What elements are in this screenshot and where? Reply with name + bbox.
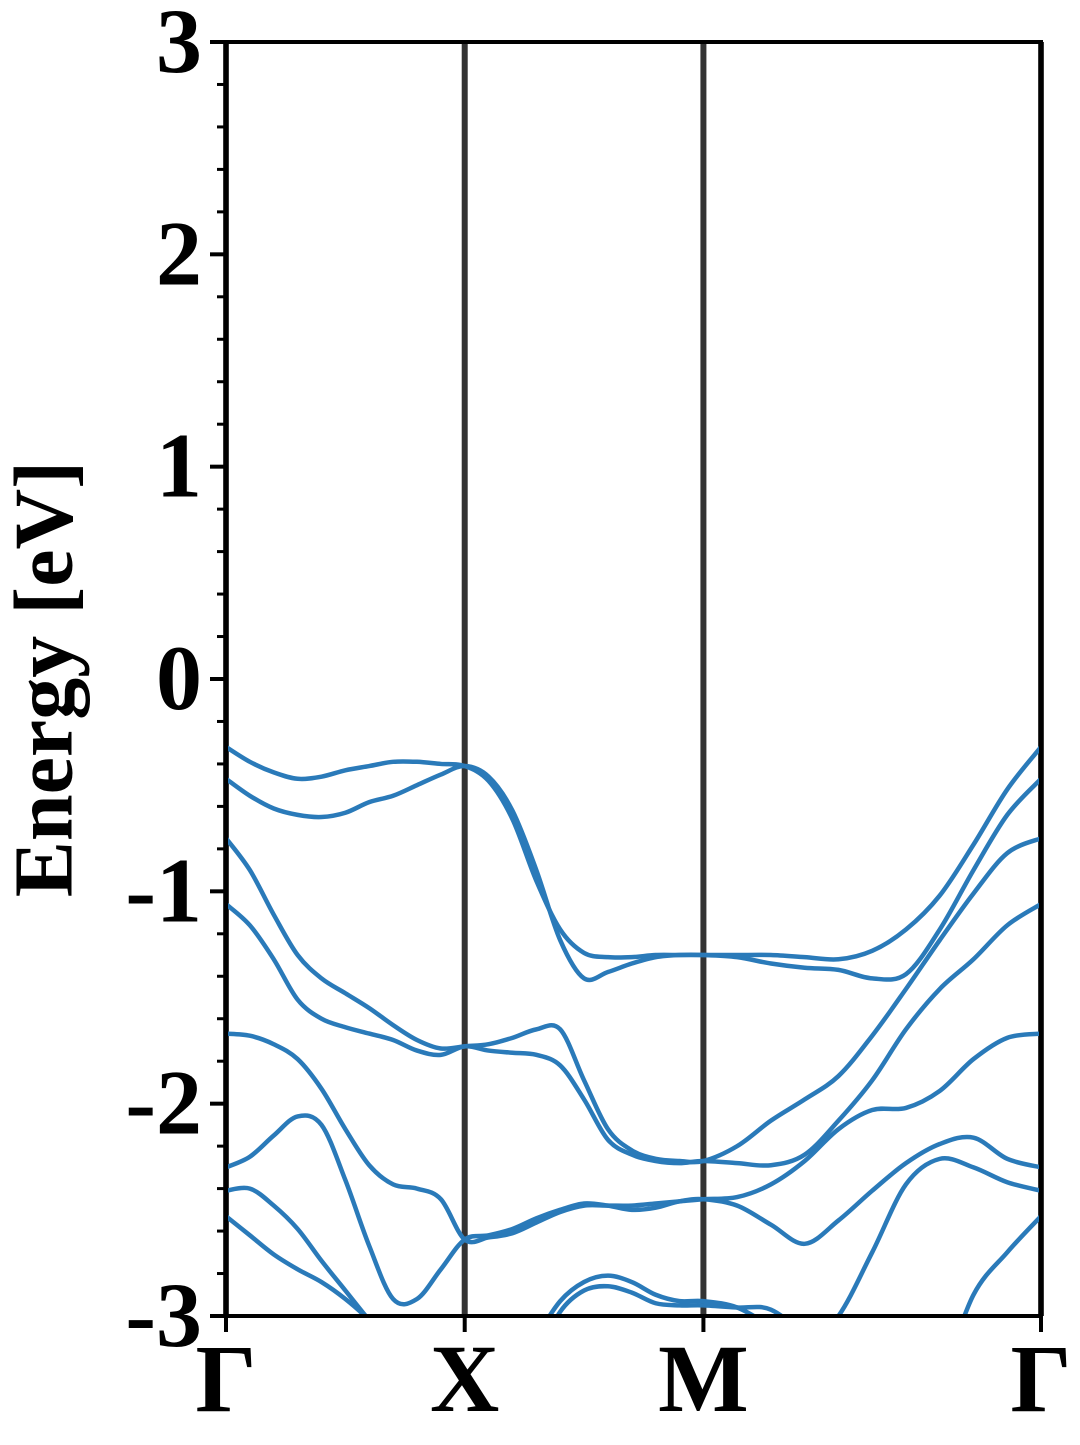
band-line [226,763,1041,983]
x-tick-label: Γ [1010,1325,1071,1432]
plot-frame [224,40,1043,1318]
band-line [226,1156,1041,1316]
band-line [226,901,1041,1168]
x-tick-label: M [658,1325,749,1432]
y-axis-label: Energy [eV] [0,461,90,897]
x-tick-label: Γ [195,1325,256,1432]
band-line [226,836,1041,1165]
y-tick-label: 3 [156,0,202,92]
line-layer [226,744,1041,1316]
y-tick-label: -2 [125,1052,202,1154]
grid-layer [223,42,1044,1316]
y-tick-label: -3 [125,1264,202,1366]
y-tick-label: 1 [156,415,202,517]
y-tick-label: -1 [125,839,202,941]
y-tick-label: 0 [156,627,202,729]
band-line [226,744,1041,962]
tick-layer: -3 -2 -1 0 1 2 3 Γ X M Γ [125,0,1071,1432]
x-tick-label: X [430,1325,499,1432]
band-line [226,1213,1041,1316]
band-line [226,1113,1041,1307]
y-tick-label: 2 [156,202,202,304]
